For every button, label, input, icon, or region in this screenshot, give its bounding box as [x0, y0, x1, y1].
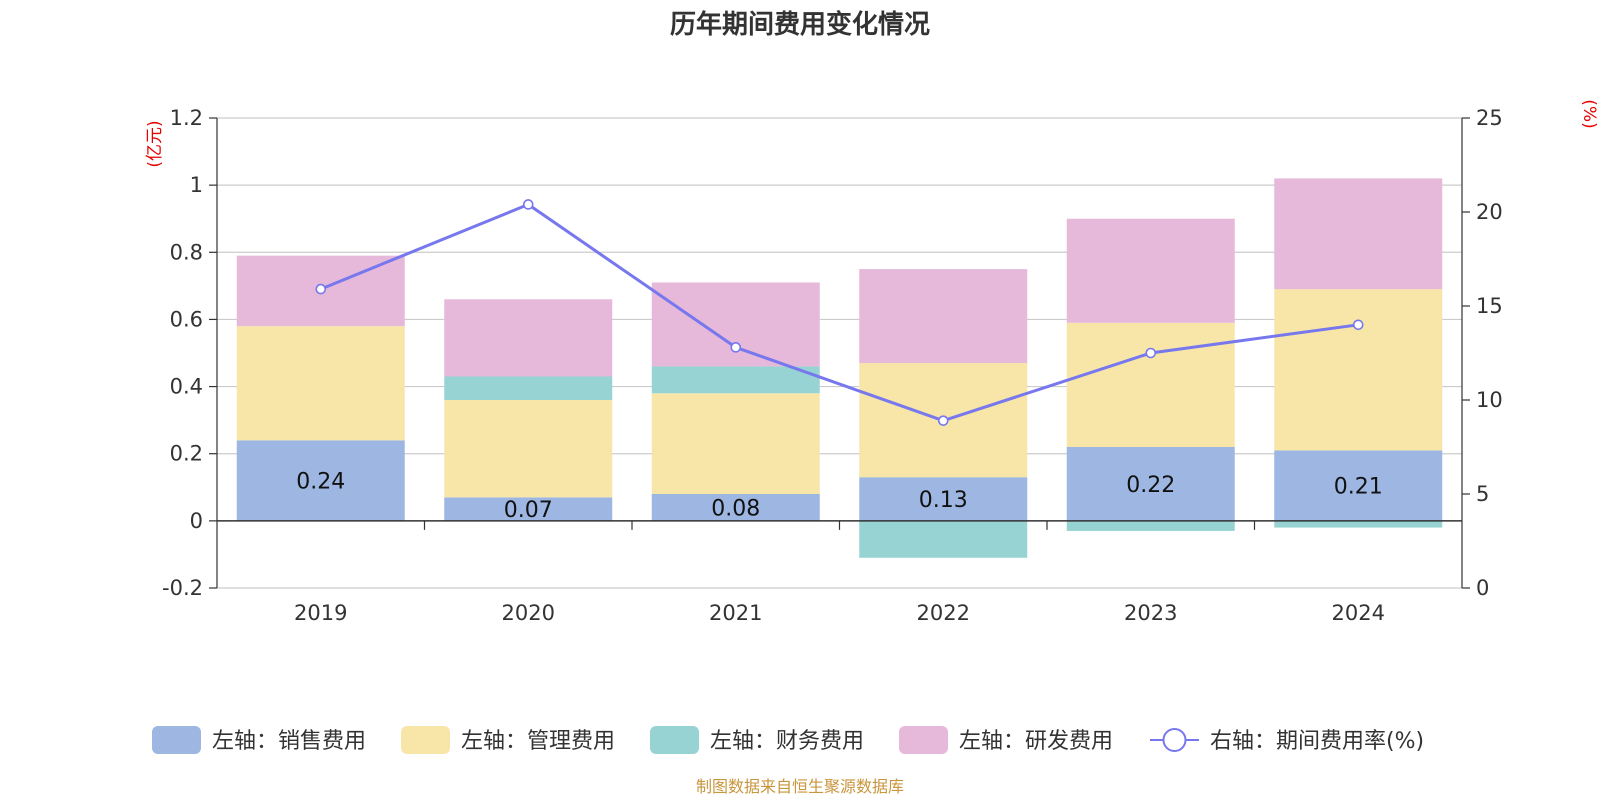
source-note: 制图数据来自恒生聚源数据库 — [696, 777, 904, 796]
legend-label: 右轴：期间费用率(%) — [1210, 729, 1424, 754]
data-label: 0.07 — [504, 498, 553, 523]
left-tick-label: 1 — [190, 173, 203, 197]
legend-label: 左轴：管理费用 — [461, 729, 615, 754]
line-point — [315, 283, 327, 295]
data-label: 0.13 — [919, 488, 968, 513]
legend-label: 左轴：财务费用 — [710, 729, 864, 754]
x-tick-label: 2020 — [502, 601, 555, 625]
right-tick-label: 20 — [1476, 200, 1503, 224]
bar-2021 — [651, 494, 820, 521]
left-tick-label: 0.8 — [170, 240, 203, 264]
axis-layer: -0.2 0 0.2 0.4 0.6 0.8 1 1.2 0 5 10 15 20 25 (亿元) (%) 20… — [145, 99, 1599, 625]
left-tick-label: 0.4 — [170, 375, 203, 399]
bar-2019 — [236, 326, 405, 441]
bar-2022 — [859, 520, 1028, 558]
x-tick-label: 2023 — [1124, 601, 1177, 625]
left-tick-label: 1.2 — [170, 106, 203, 130]
left-tick-label: -0.2 — [162, 576, 203, 600]
bar-2024 — [1274, 178, 1443, 290]
bar-2022 — [859, 269, 1028, 364]
x-tick-label: 2022 — [917, 601, 970, 625]
bar-layer — [236, 178, 1443, 558]
bar-2023 — [1066, 218, 1235, 323]
chart-title: 历年期间费用变化情况 — [670, 9, 930, 40]
right-tick-label: 15 — [1476, 294, 1503, 318]
left-axis-unit: (亿元) — [145, 120, 165, 167]
data-label: 0.22 — [1126, 473, 1175, 498]
bar-2020 — [444, 299, 613, 377]
bar-2024 — [1274, 520, 1443, 528]
right-tick-label: 25 — [1476, 106, 1503, 130]
line-point — [1145, 347, 1157, 359]
line-point — [1352, 319, 1364, 331]
x-tick-label: 2024 — [1332, 601, 1385, 625]
x-tick-label: 2019 — [294, 601, 347, 625]
bar-2023 — [1066, 447, 1235, 521]
right-tick-label: 0 — [1476, 576, 1489, 600]
x-tick-label: 2021 — [709, 601, 762, 625]
right-tick-label: 5 — [1476, 482, 1489, 506]
bar-2019 — [236, 440, 405, 521]
bar-2021 — [651, 366, 820, 394]
bar-2024 — [1274, 450, 1443, 521]
bar-2020 — [444, 497, 613, 521]
legend-swatch — [899, 726, 948, 754]
line-point — [522, 199, 534, 210]
bar-2020 — [444, 400, 613, 498]
bar-2020 — [444, 376, 613, 400]
data-label: 0.24 — [296, 470, 345, 495]
line-layer — [315, 199, 1364, 426]
bar-2021 — [651, 282, 820, 367]
right-axis-unit: (%) — [1579, 99, 1599, 128]
line-point — [937, 415, 949, 426]
left-tick-label: 0 — [190, 509, 203, 533]
legend-swatch — [152, 726, 201, 754]
legend: 左轴：销售费用 左轴：管理费用 左轴：财务费用 左轴：研发费用 右轴：期间费用率(%) — [152, 726, 1424, 754]
data-label: 0.21 — [1334, 475, 1383, 500]
bar-2024 — [1274, 289, 1443, 451]
legend-swatch — [650, 726, 699, 754]
legend-marker — [1162, 728, 1187, 752]
bar-2021 — [651, 393, 820, 494]
right-tick-label: 10 — [1476, 388, 1503, 412]
legend-label: 左轴：销售费用 — [212, 729, 366, 754]
left-tick-label: 0.6 — [170, 307, 203, 331]
line-point — [730, 342, 742, 353]
legend-swatch — [401, 726, 450, 754]
bar-2022 — [859, 477, 1028, 521]
data-label: 0.08 — [711, 496, 760, 521]
left-tick-label: 0.2 — [170, 442, 203, 466]
bar-2023 — [1066, 520, 1235, 531]
label-layer: 0.24 0.07 0.08 0.13 0.22 0.21 — [296, 470, 1382, 524]
line-series-expense-rate — [320, 202, 1359, 423]
bar-2023 — [1066, 322, 1235, 447]
legend-label: 左轴：研发费用 — [959, 729, 1113, 754]
